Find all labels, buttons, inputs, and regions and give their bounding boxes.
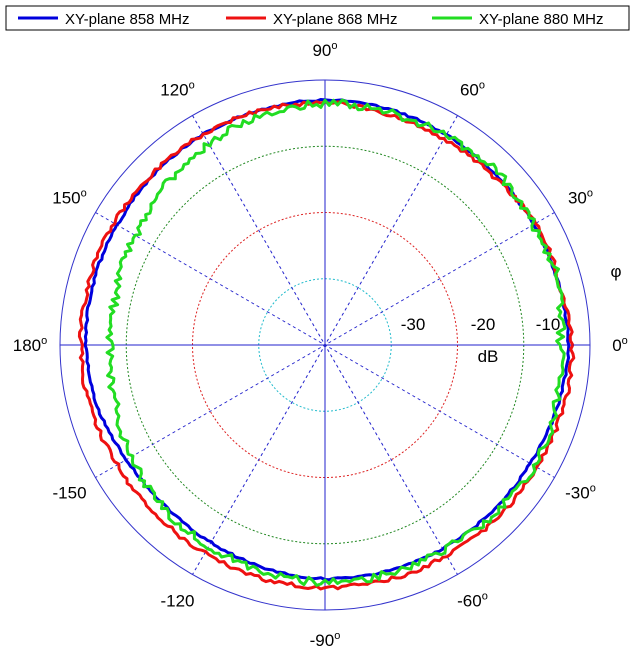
polar-grid [59, 79, 591, 611]
legend-label-858: XY-plane 858 MHz [65, 11, 190, 28]
ring-label-20: -20 [471, 315, 496, 334]
angle-label-neg30: -30o [565, 483, 596, 503]
degree-mark: o [189, 80, 195, 92]
series-lines [77, 98, 576, 591]
degree-mark: o [331, 40, 337, 52]
legend: XY-plane 858 MHz XY-plane 868 MHz XY-pla… [5, 5, 630, 31]
series-line-1 [77, 100, 576, 591]
degree-mark: o [482, 590, 488, 602]
radial-unit-label: dB [478, 347, 499, 366]
grid-spoke-150 [95, 212, 555, 478]
degree-mark: o [479, 80, 485, 92]
angle-symbol-label: φ [610, 262, 621, 281]
angle-label-neg120: -120 [160, 591, 194, 610]
grid-outer-circle [59, 79, 591, 611]
angle-label-60: 60o [460, 80, 485, 100]
ring-label-10: -10 [536, 315, 561, 334]
degree-mark: o [590, 483, 596, 495]
angle-label-120: 120o [160, 80, 195, 100]
angle-label-neg150: -150 [53, 484, 87, 503]
degree-mark: o [81, 188, 87, 200]
angle-label-30: 30o [568, 188, 593, 208]
angle-label-neg60: -60o [457, 590, 488, 610]
degree-mark: o [41, 335, 47, 347]
degree-mark: o [622, 335, 628, 347]
degree-mark: o [334, 630, 340, 642]
angle-label-neg90: -90o [310, 630, 341, 646]
ring-label-30: -30 [401, 315, 426, 334]
series-line-2 [105, 98, 567, 587]
legend-label-868: XY-plane 868 MHz [273, 11, 398, 28]
legend-label-880: XY-plane 880 MHz [479, 11, 604, 28]
angle-label-150: 150o [52, 188, 87, 208]
degree-mark: o [587, 188, 593, 200]
radial-ring-labels: -30 -20 -10 dB [401, 315, 561, 366]
angle-label-90: 90o [312, 40, 337, 60]
angle-label-180: 180o [13, 335, 48, 355]
angle-labels: 0o30o60o90o120o150o180o-150-120-90o-60o-… [13, 40, 628, 646]
legend-box [5, 5, 630, 31]
